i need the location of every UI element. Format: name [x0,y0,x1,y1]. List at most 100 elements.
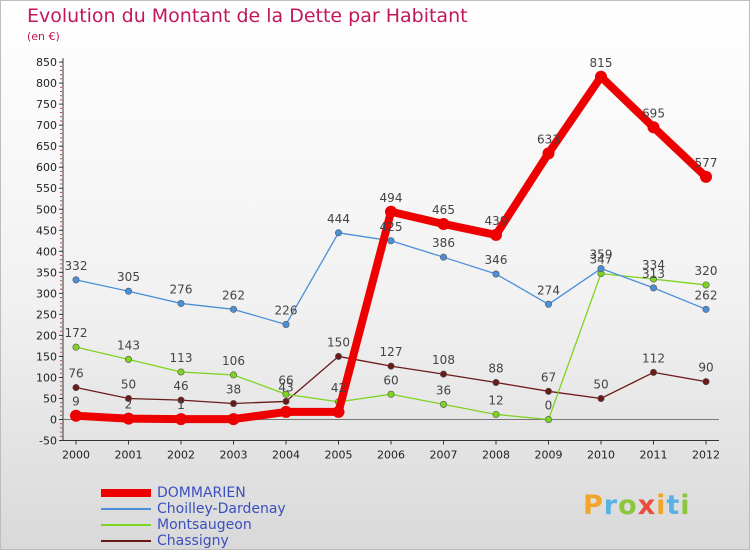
legend-item: Choilley-Dardenay [101,501,286,517]
data-label: 313 [642,267,665,281]
data-point [72,384,80,392]
data-label: 9 [72,395,80,409]
y-tick-label: 550 [36,182,57,195]
data-point [280,405,292,418]
data-label: 815 [590,56,613,70]
data-label: 274 [537,283,560,297]
x-tick-label: 2002 [167,449,195,462]
x-tick-label: 2006 [377,449,405,462]
data-label: 494 [380,191,403,205]
data-label: 90 [698,361,713,375]
x-tick-label: 2004 [272,449,300,462]
data-label: 50 [121,377,136,391]
data-label: 332 [65,259,88,273]
data-point [334,229,342,237]
legend-label: DOMMARIEN [157,485,246,501]
data-point [439,370,447,378]
data-label: 0 [545,399,553,413]
data-point [125,287,133,295]
data-point [597,265,605,273]
data-label: 150 [327,335,350,349]
data-point [649,284,657,292]
chart-subtitle: (en €) [27,30,60,43]
data-label: 127 [380,345,403,359]
data-point [282,320,290,328]
legend-item: Chassigny [101,533,286,549]
data-label: 577 [695,156,718,170]
data-point [492,378,500,386]
x-tick-label: 2009 [535,449,563,462]
x-tick-label: 2007 [430,449,458,462]
data-label: 60 [383,373,398,387]
data-point [702,281,710,289]
data-point [385,205,397,218]
data-label: 172 [65,326,88,340]
data-label: 106 [222,354,245,368]
data-point [282,397,290,405]
data-point [492,410,500,418]
y-tick-label: 200 [36,329,57,342]
y-tick-label: 350 [36,266,57,279]
data-label: 386 [432,236,455,250]
data-point [387,237,395,245]
data-label: 12 [488,393,503,407]
legend-label: Montsaugeon [157,517,252,533]
legend-label: Choilley-Dardenay [157,501,286,517]
data-label: 465 [432,203,455,217]
y-tick-label: 100 [36,371,57,384]
legend-item: DOMMARIEN [101,485,286,501]
data-label: 143 [117,338,140,352]
x-tick-label: 2000 [62,449,90,462]
data-label: 262 [695,288,718,302]
x-tick-label: 2001 [115,449,143,462]
data-point [230,371,238,379]
legend-swatch [101,508,151,510]
y-tick-label: 300 [36,287,57,300]
logo-letter: r [603,490,619,521]
data-point [177,368,185,376]
data-point [230,400,238,408]
data-label: 46 [173,379,188,393]
data-label: 334 [642,258,665,272]
y-tick-label: -50 [39,435,57,448]
data-point [700,170,712,183]
y-tick-label: 650 [36,140,57,153]
data-point [702,305,710,313]
data-point [70,409,82,422]
data-point [125,394,133,402]
data-point [649,368,657,376]
legend-label: Chassigny [157,533,229,549]
data-label: 88 [488,361,503,375]
data-label: 113 [170,351,193,365]
data-label: 76 [68,367,83,381]
data-point [72,343,80,351]
y-tick-label: 500 [36,203,57,216]
y-tick-label: 150 [36,350,57,363]
x-tick-label: 2012 [692,449,720,462]
data-label: 320 [695,264,718,278]
data-point [282,390,290,398]
data-point [122,412,135,425]
proxiti-logo: Proxiti [583,490,691,521]
data-label: 633 [537,132,560,146]
data-label: 1 [177,398,185,412]
data-point [439,253,447,261]
data-point [230,305,238,313]
y-tick-label: 250 [36,308,57,321]
legend-item: Montsaugeon [101,517,286,533]
x-tick-label: 2005 [325,449,353,462]
data-point [72,276,80,284]
data-label: 262 [222,288,245,302]
data-label: 50 [593,377,608,391]
data-label: 347 [590,253,613,267]
data-point [387,390,395,398]
data-point [490,228,502,241]
y-tick-label: 750 [36,98,57,111]
y-tick-label: 700 [36,119,57,132]
logo-letter: i [656,490,667,521]
data-label: 108 [432,353,455,367]
data-label: 346 [485,253,508,267]
data-point [334,352,342,360]
